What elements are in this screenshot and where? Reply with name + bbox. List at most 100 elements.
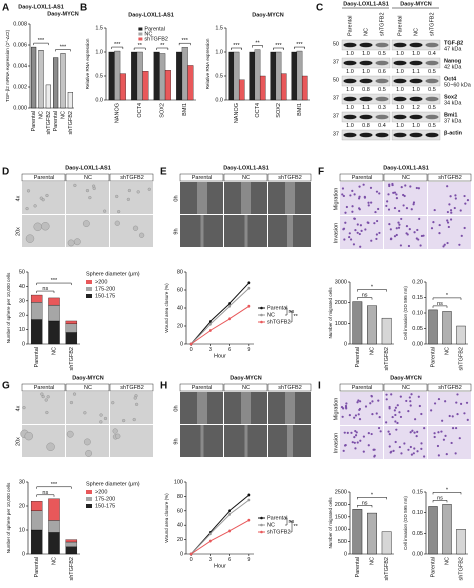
panel-letter: F [318,167,324,178]
y-tick-label: 0.20 [412,279,423,285]
x-tick-label: NC [444,347,450,355]
series-line [190,287,250,345]
bar [176,51,183,101]
blot-group: Daoy-LOXL1-AS1 [343,1,389,7]
cell-dot [377,207,380,211]
y-tick-label: 0.006 [13,42,27,48]
significance-bracket [231,47,242,50]
blot-band [393,60,407,66]
cell-dot [418,404,421,408]
y-axis-label: Number of migrated cells [328,287,333,339]
row-label: Migration [333,398,339,421]
bar [119,73,126,101]
x-tick-label: NC [369,347,375,355]
cell-dot [416,228,419,232]
cell-dot [367,201,370,204]
cell-dot [389,228,392,231]
sphere [122,419,126,423]
band-ratio: 1.0 [396,123,404,129]
cell-dot [363,196,367,199]
cell-dot [459,209,462,212]
bar-segment [65,323,78,333]
blot-band [359,78,373,84]
series-point [228,317,232,321]
cell-dot [446,241,449,245]
sphere [133,396,137,400]
sphere [46,442,55,451]
significance-bracket [36,494,55,497]
blot-band [375,114,389,120]
column-header-box [427,383,472,392]
cell-dot [354,228,357,232]
cell-dot [374,210,377,214]
band-ratio: 0.5 [428,105,436,111]
column-header-box [267,173,312,182]
cell-dot [448,203,451,206]
legend-swatch [138,27,143,31]
column-header-box [21,383,66,392]
y-axis-label: Number of migrated cells [328,497,333,549]
cell-dot [442,438,446,441]
group-label: Daoy-LOXL1-AS1 [18,4,64,10]
cell-dot [407,244,411,248]
bar [352,301,363,345]
cell-dot [451,426,455,430]
sphere [72,392,77,396]
y-tick-label: 60 [177,287,183,293]
legend-label: shTGFB2 [267,529,291,535]
cell-dot [397,221,400,224]
cell-dot [359,439,362,442]
sphere [147,187,151,191]
blot-group: Daoy-MYCN [400,1,432,7]
chart-title: Daoy-LOXL1-AS1 [128,12,174,18]
cell-dot [403,442,406,445]
cell-dot [342,228,345,231]
y-tick-label: 1.5 [215,25,223,31]
band-ratio: 1.0 [396,51,404,57]
bar [442,504,452,555]
significance-bracket [432,492,462,495]
legend-label: Parental [144,26,165,32]
sphere [33,204,37,208]
column-header: shTGFB2 [120,175,144,181]
cell-dot [370,201,373,204]
cell-dot [362,435,365,438]
y-tick-label: 100 [174,479,183,485]
column-header: Parental [34,385,55,391]
mw-marker: 50 [333,41,339,47]
cell-dot [398,411,401,414]
lane-label: shTGFB2 [379,12,385,36]
wound-gap [200,425,204,457]
band-ratio: 0.4 [378,123,386,129]
cell-dot [400,452,403,455]
bar [428,506,438,555]
cell-dot [351,441,354,444]
cell-dot [375,237,378,241]
cell-dot [419,244,422,247]
cell-dot [394,420,397,423]
y-tick-label: 0.5 [215,73,223,79]
cell-dot [356,401,359,404]
y-axis-label: Wound area closure (%) [164,283,169,333]
y-axis-label: Number of sphere per 10,000 cells [6,482,11,553]
cell-dot [405,399,408,403]
cell-dot [357,399,360,402]
significance-bracket [252,45,263,48]
column-header-box [339,173,384,182]
blot-band [343,60,357,66]
cell-dot [352,243,356,246]
cell-dot [463,412,466,415]
cell-dot [412,201,416,204]
cell-dot [438,223,441,227]
cell-dot [413,231,416,234]
cell-dot [449,195,452,198]
sphere [114,220,120,226]
sphere [69,400,73,405]
cell-dot [373,448,376,451]
y-axis-label: Wound area closure (%) [164,493,169,543]
cell-dot [407,410,410,413]
cell-dot [398,445,401,449]
cell-dot [402,193,405,197]
column-header: shTGFB2 [438,385,462,391]
